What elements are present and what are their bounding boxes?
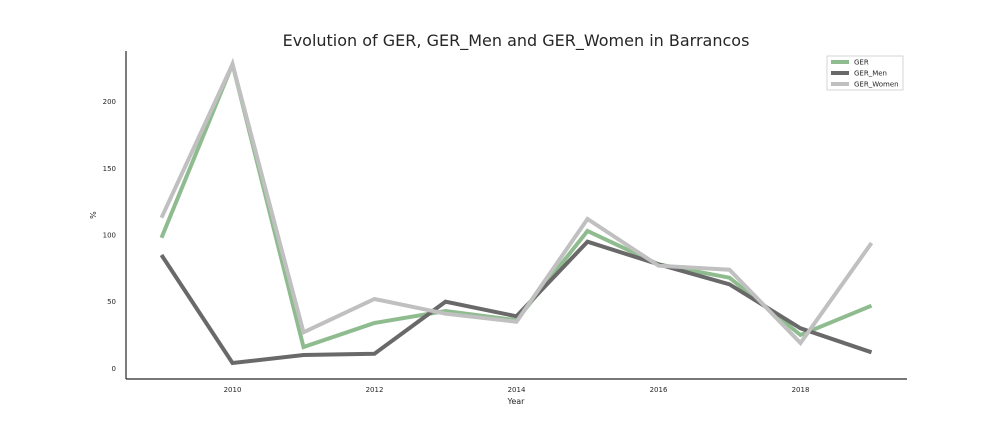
x-tick-label: 2014 bbox=[508, 386, 526, 394]
y-ticks: 0 50 100 150 200 bbox=[103, 98, 116, 373]
x-tick-label: 2010 bbox=[224, 386, 242, 394]
x-axis-label: Year bbox=[507, 397, 526, 406]
x-tick-label: 2016 bbox=[650, 386, 668, 394]
plot-lines bbox=[159, 57, 874, 366]
series-line-ger-men bbox=[159, 239, 873, 366]
y-axis-label: % bbox=[89, 211, 98, 219]
x-tick-label: 2018 bbox=[792, 386, 810, 394]
y-tick-label: 200 bbox=[103, 98, 116, 106]
chart-title: Evolution of GER, GER_Men and GER_Women … bbox=[283, 31, 750, 51]
x-tick-label: 2012 bbox=[366, 386, 384, 394]
legend-label: GER_Men bbox=[854, 70, 887, 78]
y-tick-label: 150 bbox=[103, 165, 116, 173]
x-ticks: 2010 2012 2014 2016 2018 bbox=[224, 386, 810, 394]
series-line-ger-women bbox=[159, 58, 874, 347]
legend-label: GER_Women bbox=[854, 81, 899, 89]
legend-label: GER bbox=[854, 59, 869, 67]
y-tick-label: 50 bbox=[107, 298, 116, 306]
y-tick-label: 100 bbox=[103, 232, 116, 240]
legend: GER GER_Men GER_Women bbox=[826, 55, 904, 91]
y-tick-label: 0 bbox=[112, 365, 116, 373]
